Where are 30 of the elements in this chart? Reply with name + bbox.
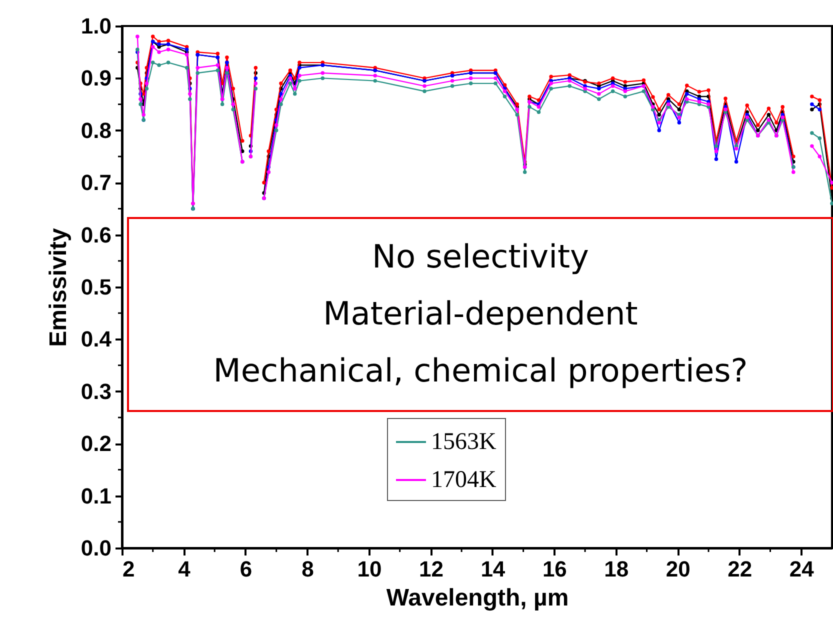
legend-label: 1563K: [431, 429, 497, 455]
y-tick-label: 0.2: [80, 431, 112, 456]
y-tick-label: 0.1: [80, 483, 112, 508]
y-tick-label: 0.0: [80, 536, 112, 560]
legend-label: 1704K: [431, 467, 497, 493]
y-axis-title: Emissivity: [44, 227, 72, 347]
y-tick-label: 0.7: [80, 170, 112, 196]
annotation: Mechanical, chemical properties?: [213, 351, 748, 390]
x-tick-label: 18: [604, 556, 629, 582]
y-tick-label: 0.8: [80, 118, 112, 143]
x-tick-label: 2: [122, 556, 135, 582]
y-tick-label: 0.9: [80, 66, 112, 91]
y-tick-label: 0.3: [80, 378, 112, 404]
y-tick-label: 1.0: [80, 14, 112, 38]
x-axis-title: Wavelength, µm: [386, 584, 569, 612]
y-tick-label: 0.4: [80, 326, 112, 352]
x-tick-label: 12: [418, 556, 444, 582]
x-tick-label: 6: [240, 556, 252, 582]
x-tick-label: 24: [789, 556, 815, 582]
x-tick-label: 8: [302, 556, 314, 582]
x-tick-label: 4: [178, 556, 192, 582]
y-tick-label: 0.5: [80, 274, 112, 300]
x-tick-label: 10: [357, 556, 382, 582]
y-tick-label: 0.6: [80, 222, 112, 248]
x-tick-label: 14: [480, 556, 506, 582]
annotation: No selectivity: [372, 238, 589, 276]
x-tick-label: 20: [666, 556, 690, 582]
x-tick-label: 16: [542, 556, 567, 582]
x-tick-label: 22: [728, 556, 752, 582]
annotation: Material-dependent: [323, 294, 638, 332]
